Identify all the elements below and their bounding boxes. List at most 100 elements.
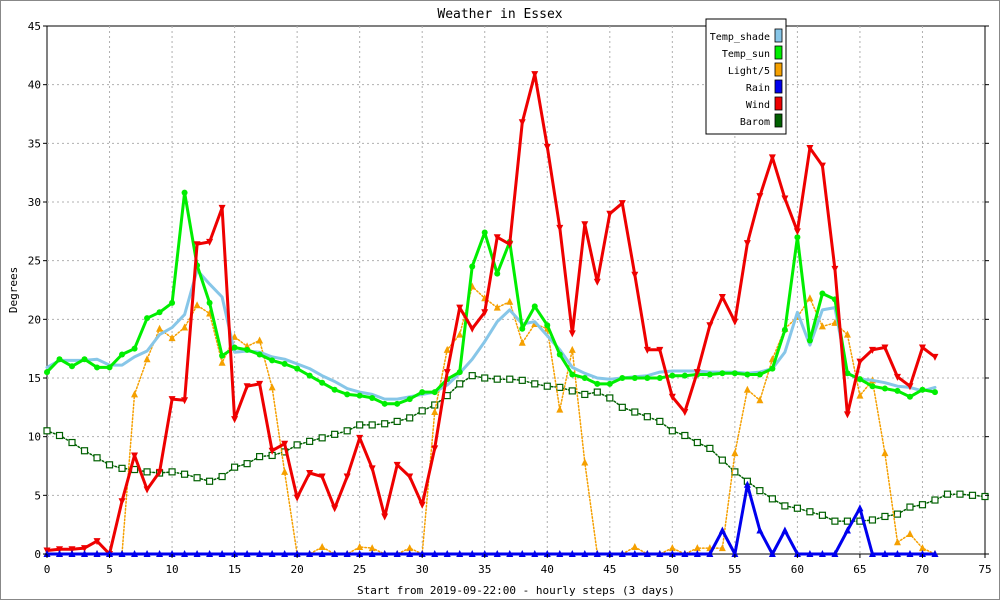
wind-point bbox=[268, 447, 276, 455]
temp-sun-point bbox=[869, 383, 876, 390]
rain-point bbox=[468, 550, 476, 557]
light-5-point bbox=[156, 324, 164, 332]
temp-sun-point bbox=[894, 387, 901, 394]
light-5-point bbox=[131, 390, 139, 398]
rain-point bbox=[918, 550, 926, 557]
rain-point bbox=[593, 550, 601, 557]
rain-point bbox=[806, 550, 814, 557]
temp-sun-point bbox=[281, 360, 288, 367]
rain-point bbox=[556, 550, 564, 557]
barom-point bbox=[243, 460, 251, 468]
barom-point bbox=[793, 504, 802, 512]
x-tick-label: 0 bbox=[44, 563, 51, 576]
temp-sun-point bbox=[619, 375, 626, 381]
rain-point bbox=[868, 550, 876, 557]
rain-point bbox=[431, 550, 439, 557]
y-tick-label: 10 bbox=[28, 431, 41, 444]
rain-point bbox=[531, 550, 539, 557]
wind-point bbox=[681, 409, 689, 417]
rain-point bbox=[731, 550, 739, 557]
temp-sun-point bbox=[844, 370, 851, 377]
wind-point bbox=[531, 71, 539, 79]
barom-point bbox=[806, 508, 814, 516]
barom-point bbox=[493, 375, 501, 383]
barom-point bbox=[981, 492, 989, 501]
wind-point bbox=[581, 221, 589, 229]
barom-point bbox=[468, 372, 476, 380]
wind-point bbox=[218, 204, 226, 212]
wind-point bbox=[68, 546, 76, 554]
temp-sun-point bbox=[531, 303, 538, 310]
light-5-point bbox=[843, 330, 851, 338]
temp-sun-point bbox=[669, 372, 676, 379]
light-5-point bbox=[181, 323, 189, 331]
wind-point bbox=[668, 393, 676, 401]
light-5-point bbox=[806, 294, 814, 302]
x-tick-label: 65 bbox=[853, 563, 866, 576]
barom-point bbox=[843, 517, 852, 525]
x-tick-label: 30 bbox=[416, 563, 429, 576]
barom-point bbox=[681, 431, 689, 440]
barom-point bbox=[931, 496, 939, 504]
rain-point bbox=[693, 550, 701, 557]
wind-point bbox=[356, 434, 364, 442]
rain-point bbox=[206, 550, 214, 557]
barom-point bbox=[381, 420, 389, 428]
rain-point bbox=[243, 550, 251, 557]
y-tick-label: 5 bbox=[34, 489, 41, 502]
barom-point bbox=[756, 487, 764, 495]
rain-point bbox=[781, 526, 789, 534]
rain-point bbox=[481, 550, 489, 557]
rain-point bbox=[193, 550, 201, 557]
rain-point bbox=[818, 550, 826, 557]
temp-sun-point bbox=[519, 325, 526, 332]
barom-point bbox=[331, 430, 339, 438]
barom-point bbox=[768, 495, 776, 503]
barom-point bbox=[518, 376, 526, 384]
x-tick-label: 60 bbox=[791, 563, 804, 576]
wind-point bbox=[468, 325, 476, 333]
barom-point bbox=[818, 511, 827, 519]
rain-point bbox=[231, 550, 239, 557]
series-layer bbox=[43, 71, 989, 558]
wind-point bbox=[93, 538, 101, 546]
rain-point bbox=[381, 550, 389, 557]
temp-sun-point bbox=[606, 380, 613, 387]
barom-point bbox=[531, 380, 539, 388]
barom-point bbox=[256, 453, 264, 461]
wind-point bbox=[168, 396, 176, 404]
rain-point bbox=[318, 550, 326, 557]
rain-point bbox=[606, 550, 614, 557]
rain-point bbox=[668, 550, 676, 557]
rain-point bbox=[506, 550, 514, 557]
light-5-point bbox=[218, 358, 226, 366]
light-5-point bbox=[493, 303, 501, 311]
wind-point bbox=[368, 465, 376, 473]
x-tick-label: 40 bbox=[541, 563, 554, 576]
rain-point bbox=[831, 550, 839, 557]
wind-point bbox=[868, 346, 876, 354]
barom-point bbox=[968, 491, 977, 499]
temp-sun-point bbox=[369, 394, 376, 401]
light-5-point bbox=[918, 544, 926, 552]
wind-point bbox=[931, 353, 939, 361]
wind-point bbox=[518, 119, 526, 127]
light-5-point bbox=[743, 385, 751, 393]
wind-point bbox=[718, 294, 726, 302]
wind-point bbox=[306, 470, 314, 478]
y-tick-label: 0 bbox=[34, 548, 41, 561]
barom-point bbox=[80, 447, 89, 455]
temp-sun-point bbox=[856, 376, 863, 383]
barom-point bbox=[656, 417, 664, 426]
rain-point bbox=[281, 550, 289, 557]
x-tick-label: 35 bbox=[478, 563, 491, 576]
wind-point bbox=[793, 228, 801, 236]
legend-entry-label: Rain bbox=[746, 83, 770, 94]
x-tick-label: 50 bbox=[666, 563, 679, 576]
temp-sun-point bbox=[494, 270, 501, 277]
x-axis-label: Start from 2019-09-22:00 - hourly steps … bbox=[357, 584, 675, 597]
temp-sun-point bbox=[206, 299, 213, 306]
temp-sun-point bbox=[881, 385, 888, 392]
light-5-point bbox=[518, 338, 526, 346]
barom-point bbox=[781, 502, 789, 510]
